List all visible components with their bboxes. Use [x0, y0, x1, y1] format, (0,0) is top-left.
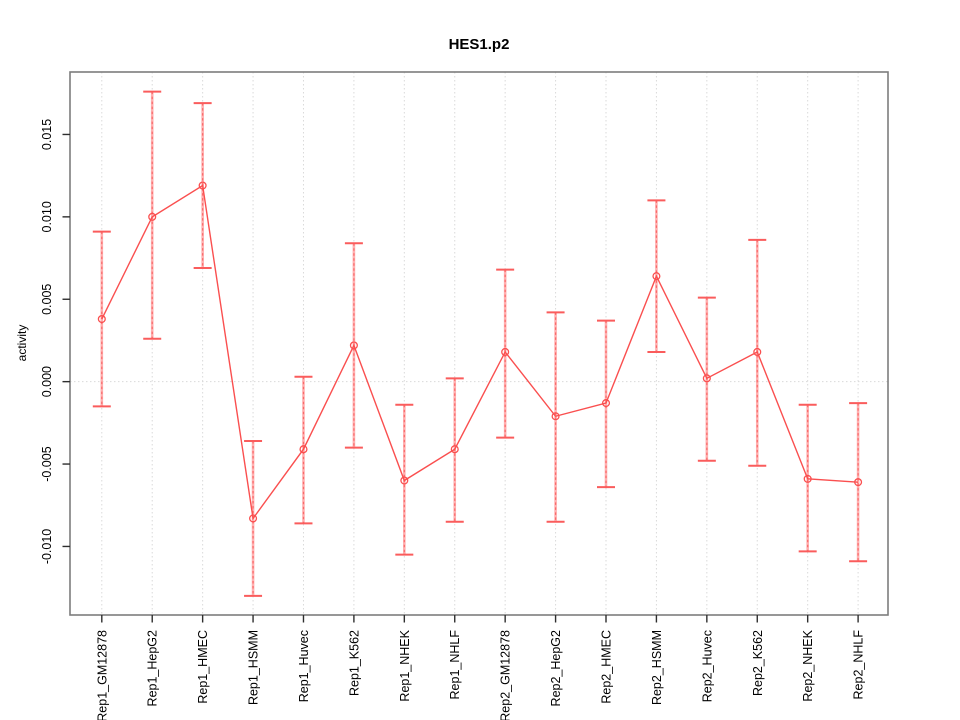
data-point	[854, 478, 863, 487]
data-point	[702, 374, 711, 383]
x-tick-label: Rep2_GM12878	[499, 630, 513, 720]
x-tick-label: Rep1_HSMM	[247, 630, 261, 705]
data-point	[652, 272, 661, 281]
y-tick-label: 0.010	[40, 201, 54, 232]
data-point	[148, 212, 157, 221]
x-tick-label: Rep1_NHEK	[398, 629, 412, 701]
y-axis-title: activity	[15, 324, 29, 362]
y-tick-label: -0.010	[40, 529, 54, 564]
y-tick-label: 0.015	[40, 119, 54, 150]
x-tick-label: Rep1_HMEC	[196, 630, 210, 704]
data-point	[299, 445, 308, 454]
data-point	[249, 514, 258, 523]
data-point	[551, 412, 560, 421]
x-tick-label: Rep2_K562	[751, 630, 765, 696]
data-point	[198, 181, 207, 190]
y-tick-label: 0.005	[40, 284, 54, 315]
x-tick-label: Rep2_HMEC	[600, 630, 614, 704]
y-tick-label: -0.005	[40, 446, 54, 481]
x-tick-label: Rep2_NHEK	[801, 629, 815, 701]
series-line	[101, 184, 859, 521]
plot-border	[69, 71, 889, 616]
data-point	[803, 474, 812, 483]
x-tick-label: Rep2_NHLF	[852, 630, 866, 700]
x-tick-label: Rep2_HepG2	[549, 630, 563, 706]
x-tick-label: Rep2_HSMM	[650, 630, 664, 705]
data-point	[400, 476, 409, 485]
chart-title: HES1.p2	[448, 36, 510, 53]
x-tick-label: Rep1_K562	[347, 630, 361, 696]
x-tick-label: Rep1_GM12878	[95, 630, 109, 720]
x-tick-label: Rep1_HepG2	[146, 630, 160, 706]
x-tick-label: Rep1_NHLF	[448, 630, 462, 700]
x-tick-label: Rep1_Huvec	[297, 630, 311, 702]
data-point	[501, 347, 510, 357]
x-tick-label: Rep2_Huvec	[700, 630, 714, 702]
data-point	[753, 347, 762, 357]
data-point	[450, 445, 459, 454]
data-point	[349, 341, 358, 350]
data-point	[97, 314, 106, 324]
data-point	[601, 399, 611, 408]
y-tick-label: 0.000	[40, 366, 54, 397]
